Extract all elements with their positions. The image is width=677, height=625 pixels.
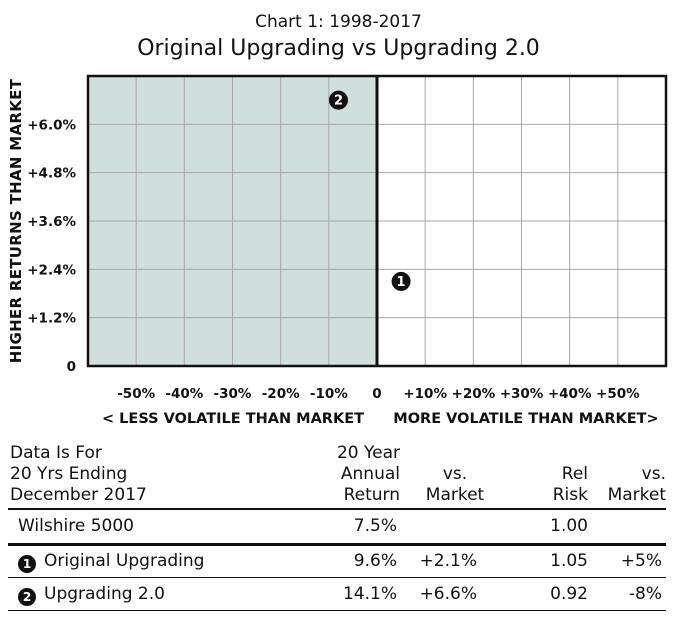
- data-point-2: [328, 90, 348, 110]
- x-tick-label: +10%: [403, 386, 447, 402]
- x-axis-label-left: < LESS VOLATILE THAN MARKET: [102, 411, 364, 427]
- y-tick-label: +4.8%: [27, 166, 76, 182]
- x-tick-label: 0: [372, 386, 381, 402]
- x-tick-label: +20%: [452, 386, 496, 402]
- row-rel-risk: 1.05: [550, 551, 588, 571]
- header-vs-line: Market: [607, 485, 666, 505]
- table-divider: [8, 610, 666, 611]
- point-1-badge: 1: [18, 555, 36, 573]
- x-tick-label: -30%: [214, 386, 252, 402]
- header-risk-line: Rel: [561, 464, 588, 484]
- header-vs-line: vs.: [442, 464, 468, 484]
- row-vs-market-risk: +5%: [620, 551, 662, 571]
- y-axis-label: HIGHER RETURNS THAN MARKET: [7, 78, 25, 363]
- x-tick-label: -40%: [165, 386, 203, 402]
- header-period-line: Data Is For: [10, 443, 102, 463]
- x-axis-label-right: MORE VOLATILE THAN MARKET>: [393, 411, 658, 427]
- row-vs-market: +6.6%: [419, 584, 477, 604]
- plot-frame: [86, 74, 668, 368]
- data-point-label: 1: [397, 275, 406, 290]
- table-divider: [8, 508, 666, 510]
- x-tick-label: +30%: [500, 386, 544, 402]
- row-vs-market: +2.1%: [419, 551, 477, 571]
- row-name-text: Upgrading 2.0: [44, 584, 165, 604]
- y-tick-label: +2.4%: [27, 262, 76, 278]
- table-divider: [8, 543, 666, 546]
- table-header-vs-market-2: vs. Market: [596, 464, 666, 506]
- x-tick-label: -20%: [262, 386, 300, 402]
- row-name: Wilshire 5000: [18, 516, 134, 536]
- table-divider: [8, 577, 666, 578]
- x-tick-label: -50%: [117, 386, 155, 402]
- chart-title: Original Upgrading vs Upgrading 2.0: [137, 36, 540, 61]
- table-header-rel-risk: Rel Risk: [520, 464, 588, 506]
- row-return: 14.1%: [342, 584, 397, 604]
- row-name: 1 Original Upgrading: [18, 551, 204, 573]
- y-tick-label: 0: [67, 359, 76, 375]
- table-header-return: 20 Year Annual Return: [300, 443, 400, 506]
- x-tick-label: -10%: [310, 386, 348, 402]
- header-period-line: 20 Yrs Ending: [10, 464, 128, 484]
- row-name-text: Original Upgrading: [44, 551, 205, 571]
- header-period-line: December 2017: [10, 485, 147, 505]
- row-vs-market-risk: -8%: [628, 584, 662, 604]
- x-tick-label: +40%: [548, 386, 592, 402]
- data-point-1: [391, 271, 411, 291]
- header-return-line: 20 Year: [336, 443, 400, 463]
- scatter-chart: -50% -40% -30% -20% -10% 0 +10% +20% +30% +40% +50…: [7, 74, 668, 427]
- point-2-badge: 2: [18, 588, 36, 606]
- row-name: 2 Upgrading 2.0: [18, 584, 165, 606]
- header-return-line: Annual: [340, 464, 400, 484]
- row-rel-risk: 1.00: [550, 516, 588, 536]
- y-tick-label: +3.6%: [27, 214, 76, 230]
- header-risk-line: Risk: [552, 485, 588, 505]
- row-return: 9.6%: [353, 551, 397, 571]
- header-vs-line: vs.: [641, 464, 666, 484]
- y-tick-label: +6.0%: [27, 117, 76, 133]
- table-header-vs-market-1: vs. Market: [415, 464, 495, 506]
- row-return: 7.5%: [353, 516, 397, 536]
- x-tick-label: +50%: [596, 386, 640, 402]
- header-vs-line: Market: [425, 485, 485, 505]
- y-tick-label: +1.2%: [27, 311, 76, 327]
- data-point-label: 2: [334, 94, 343, 109]
- header-return-line: Return: [343, 485, 400, 505]
- row-rel-risk: 0.92: [550, 584, 588, 604]
- chart-subtitle: Chart 1: 1998-2017: [255, 12, 422, 32]
- table-header-period: Data Is For 20 Yrs Ending December 2017: [10, 443, 147, 506]
